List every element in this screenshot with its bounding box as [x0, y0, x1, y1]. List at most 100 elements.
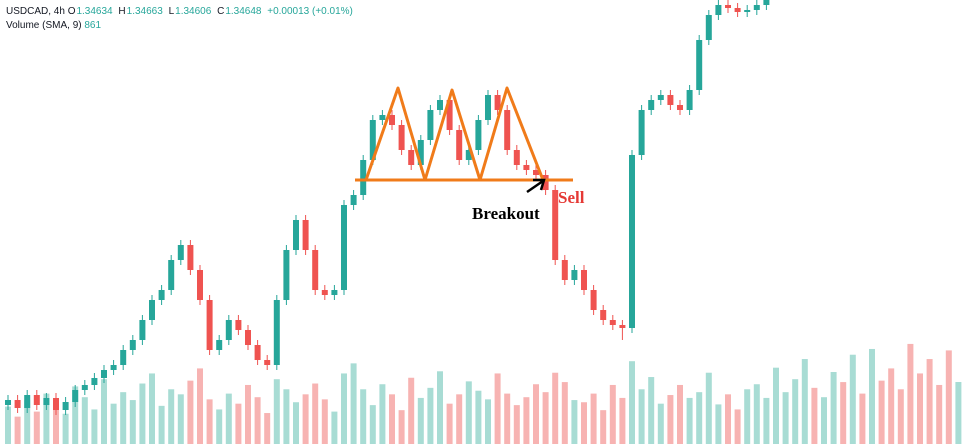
volume-bar: [245, 384, 251, 444]
volume-bar: [110, 403, 117, 444]
candle-body: [139, 320, 146, 340]
candle-body: [110, 365, 117, 370]
candle-body: [177, 245, 184, 260]
double-top-pattern: [355, 86, 573, 182]
ohlc-value: 1.34634: [76, 6, 113, 17]
volume-bar: [638, 389, 645, 444]
breakout-arrow: [526, 178, 546, 194]
volume-bar: [264, 413, 271, 444]
volume-bar: [456, 394, 463, 444]
volume-bar: [542, 392, 549, 444]
volume-bar: [504, 393, 511, 444]
candle-body: [101, 370, 107, 378]
volume-bar: [600, 410, 607, 444]
volume-bar: [485, 399, 491, 444]
candle-body: [216, 340, 223, 350]
volume-bar: [590, 393, 597, 444]
volume-bar: [62, 413, 69, 444]
volume-bar: [398, 410, 405, 444]
volume-bar: [677, 384, 683, 444]
volume-bar: [533, 384, 539, 444]
candle-body: [677, 105, 683, 110]
volume-bar: [811, 387, 818, 444]
arrow-shaft: [526, 179, 544, 194]
volume-bar: [5, 406, 11, 444]
volume-pane: [5, 343, 962, 444]
volume-bar: [753, 384, 760, 444]
candle-body: [168, 260, 175, 290]
candle-body: [187, 245, 194, 270]
volume-bar: [312, 383, 319, 444]
volume-bar: [197, 368, 203, 444]
candle-body: [321, 290, 328, 295]
candle-body: [494, 95, 501, 110]
annotation-sell: Sell: [558, 188, 585, 207]
candle-body: [120, 350, 127, 365]
candle-body: [600, 310, 607, 320]
volume-bar: [907, 343, 914, 444]
volume-bar: [763, 397, 770, 444]
candle-body: [763, 0, 770, 5]
volume-bar: [302, 394, 309, 444]
volume-bar: [216, 409, 223, 444]
candle-body: [542, 175, 549, 190]
volume-value: 861: [84, 20, 102, 31]
candle-body: [129, 340, 136, 350]
candle-body: [341, 205, 347, 290]
candle-body: [235, 320, 242, 330]
candle-body: [14, 400, 21, 408]
volume-bar: [629, 361, 635, 444]
volume-bar: [33, 411, 40, 444]
candle-body: [53, 398, 59, 410]
ohlc-key: L: [168, 6, 175, 17]
volume-bar: [830, 372, 837, 444]
volume-bar: [561, 382, 568, 444]
volume-bar: [734, 409, 741, 444]
candle-body: [744, 10, 751, 12]
volume-bar: [523, 397, 530, 444]
volume-bar: [667, 395, 674, 444]
volume-bar: [139, 383, 146, 444]
candle-body: [398, 125, 405, 150]
symbol: USDCAD, 4h: [6, 6, 65, 17]
candle-body: [465, 150, 472, 160]
volume-bar: [552, 372, 559, 444]
candle-body: [648, 100, 655, 110]
volume-bar: [945, 350, 952, 444]
candle-body: [696, 40, 703, 90]
volume-bar: [91, 409, 98, 444]
volume-legend: Volume (SMA, 9) 861: [6, 20, 104, 31]
candle-body: [408, 150, 415, 165]
ohlc-legend: USDCAD, 4h O1.34634 H1.34663 L1.34606 C1…: [6, 6, 356, 17]
candle-body: [590, 290, 597, 310]
candle-body: [43, 398, 50, 405]
volume-bar: [101, 379, 107, 444]
volume-bar: [389, 394, 395, 444]
candle-body: [312, 250, 319, 290]
candle-body: [293, 220, 299, 250]
volume-bar: [869, 348, 875, 444]
volume-bar: [955, 382, 962, 444]
candle-body: [561, 260, 568, 280]
volume-bar: [936, 384, 943, 444]
volume-bar: [773, 367, 779, 444]
volume-bar: [149, 373, 155, 444]
candle-body: [619, 325, 626, 328]
volume-bar: [657, 403, 664, 444]
candle-body: [350, 195, 357, 205]
candle-body: [302, 220, 309, 250]
candle-body: [552, 190, 559, 260]
ohlc-key: C: [217, 6, 225, 17]
volume-bar: [792, 379, 799, 444]
volume-bar: [225, 393, 232, 444]
volume-bar: [283, 389, 290, 444]
volume-bar: [341, 373, 347, 444]
volume-bar: [686, 397, 693, 444]
candle-body: [753, 5, 760, 10]
volume-bar: [168, 389, 175, 444]
candle-body: [513, 150, 520, 165]
volume-bar: [293, 402, 299, 444]
volume-bar: [648, 377, 655, 444]
ohlc-key: H: [118, 6, 126, 17]
volume-bar: [696, 392, 703, 444]
